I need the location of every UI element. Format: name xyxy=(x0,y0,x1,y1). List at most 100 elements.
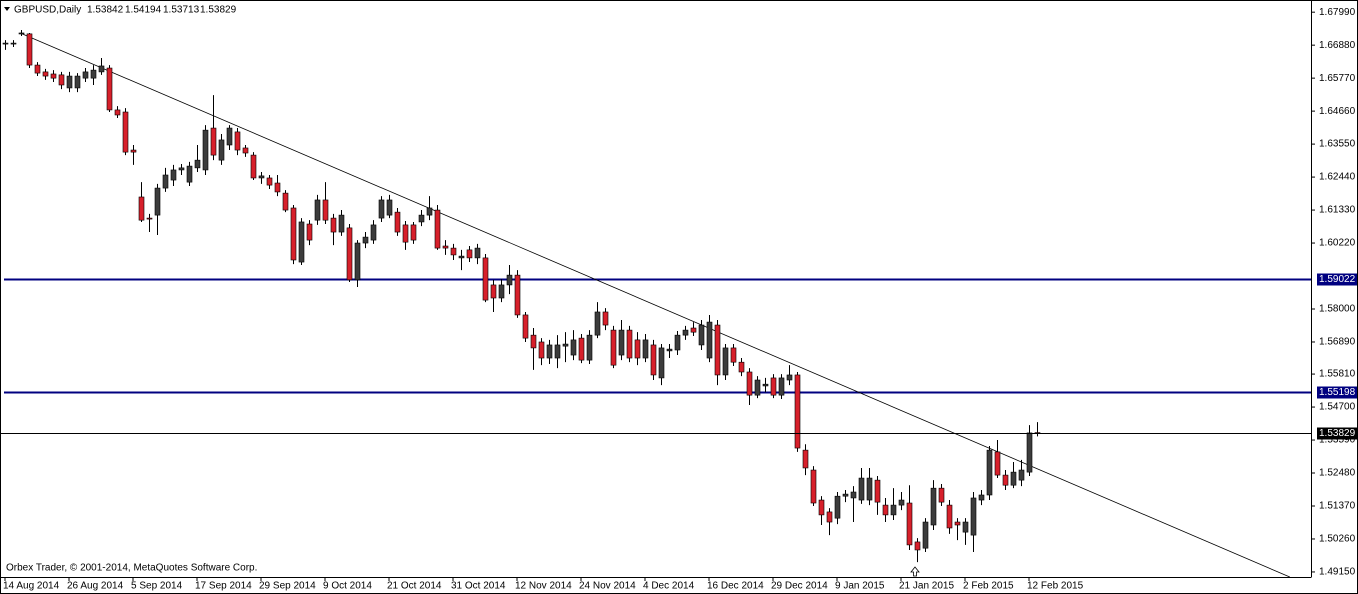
y-tick-label: 1.52480 xyxy=(1319,468,1356,479)
candle-body xyxy=(10,42,17,45)
candle-body xyxy=(306,223,313,241)
y-tick-label: 1.66880 xyxy=(1319,40,1356,51)
candle-body xyxy=(826,511,833,523)
candle-body xyxy=(738,361,745,373)
candle-body xyxy=(978,494,985,501)
candle-body xyxy=(370,224,377,241)
y-tick-label: 1.58000 xyxy=(1319,304,1356,315)
y-tick-label: 1.63550 xyxy=(1319,139,1356,150)
candle-body xyxy=(138,196,145,221)
candle-body xyxy=(178,167,185,171)
candle-body xyxy=(914,541,921,551)
candle-body xyxy=(514,274,521,316)
candle-body xyxy=(602,311,609,326)
candle-body xyxy=(458,255,465,259)
price-label: 1.53829 xyxy=(1319,428,1356,439)
candle-body xyxy=(562,343,569,347)
candle-body xyxy=(106,67,113,111)
x-tick-label: 17 Sep 2014 xyxy=(195,581,252,592)
candle-body xyxy=(730,347,737,363)
candle-body xyxy=(634,339,641,359)
candle-body xyxy=(842,493,849,497)
candle-body xyxy=(1010,471,1017,486)
candle-body xyxy=(522,314,529,339)
candle-body xyxy=(858,477,865,501)
candle-body xyxy=(866,477,873,501)
candle-body xyxy=(946,504,953,529)
candle-body xyxy=(226,127,233,146)
candle-body xyxy=(26,33,33,66)
candle-body xyxy=(210,127,217,156)
candle-body xyxy=(666,348,673,352)
candle-body xyxy=(82,71,89,79)
candle-body xyxy=(770,377,777,396)
level-label: 1.55198 xyxy=(1319,387,1356,398)
candle-body xyxy=(386,199,393,216)
candle-body xyxy=(786,374,793,381)
candle-body xyxy=(58,74,65,86)
candle-body xyxy=(810,469,817,504)
arrow-object xyxy=(910,566,920,577)
y-tick-label: 1.51370 xyxy=(1319,501,1356,512)
candle-body xyxy=(538,341,545,359)
candle-body xyxy=(314,199,321,221)
candle-body xyxy=(690,327,697,333)
candle-body xyxy=(1002,474,1009,486)
candle-body xyxy=(698,324,705,346)
candle-body xyxy=(754,379,761,396)
candle-body xyxy=(802,449,809,469)
candle-body xyxy=(346,227,353,281)
candle-body xyxy=(930,487,937,526)
candle-body xyxy=(154,187,161,216)
candle-body xyxy=(906,502,913,546)
candle-body xyxy=(762,383,769,387)
candle-body xyxy=(498,284,505,299)
y-tick-label: 1.53590 xyxy=(1319,435,1356,446)
candle-body xyxy=(114,109,121,116)
candle-body xyxy=(266,177,273,186)
candle-body xyxy=(970,497,977,536)
x-tick-label: 2 Feb 2015 xyxy=(963,581,1014,592)
x-tick-label: 14 Aug 2014 xyxy=(3,581,60,592)
y-tick-label: 1.55810 xyxy=(1319,369,1356,380)
candle-body xyxy=(338,214,345,233)
candle-body xyxy=(466,249,473,259)
candle-body xyxy=(90,69,97,79)
menu-triangle[interactable] xyxy=(4,7,10,11)
x-tick-label: 29 Sep 2014 xyxy=(259,581,316,592)
credit: Orbex Trader, © 2001-2014, MetaQuotes So… xyxy=(6,563,257,574)
candle-body xyxy=(146,217,153,220)
candle-body xyxy=(706,321,713,359)
candle-body xyxy=(274,182,281,193)
candle-body xyxy=(218,139,225,161)
y-tick-label: 1.65770 xyxy=(1319,73,1356,84)
candle-body xyxy=(378,199,385,219)
candle-body xyxy=(2,42,9,45)
x-tick-label: 31 Oct 2014 xyxy=(451,581,506,592)
x-tick-label: 5 Sep 2014 xyxy=(131,581,183,592)
candle-body xyxy=(434,209,441,249)
y-tick-label: 1.50260 xyxy=(1319,534,1356,545)
y-tick-label: 1.49150 xyxy=(1319,567,1356,578)
candle-body xyxy=(98,65,105,73)
candle-body xyxy=(554,344,561,359)
candle-body xyxy=(994,451,1001,476)
candle-body xyxy=(322,199,329,221)
candle-body xyxy=(938,487,945,503)
candle-body xyxy=(258,175,265,179)
candle-body xyxy=(642,339,649,359)
candle-body xyxy=(330,217,337,233)
x-tick-label: 9 Jan 2015 xyxy=(835,581,885,592)
plot-layer xyxy=(0,30,1311,578)
candle-body xyxy=(170,169,177,181)
x-tick-label: 12 Nov 2014 xyxy=(515,581,572,592)
candle-body xyxy=(130,149,137,153)
candle-body xyxy=(354,242,361,281)
candle-body xyxy=(186,165,193,183)
x-tick-label: 4 Dec 2014 xyxy=(643,581,695,592)
candle-body xyxy=(394,211,401,233)
x-tick-label: 9 Oct 2014 xyxy=(323,581,372,592)
header-open: 1.53842 xyxy=(87,5,124,16)
candle-body xyxy=(50,73,57,79)
